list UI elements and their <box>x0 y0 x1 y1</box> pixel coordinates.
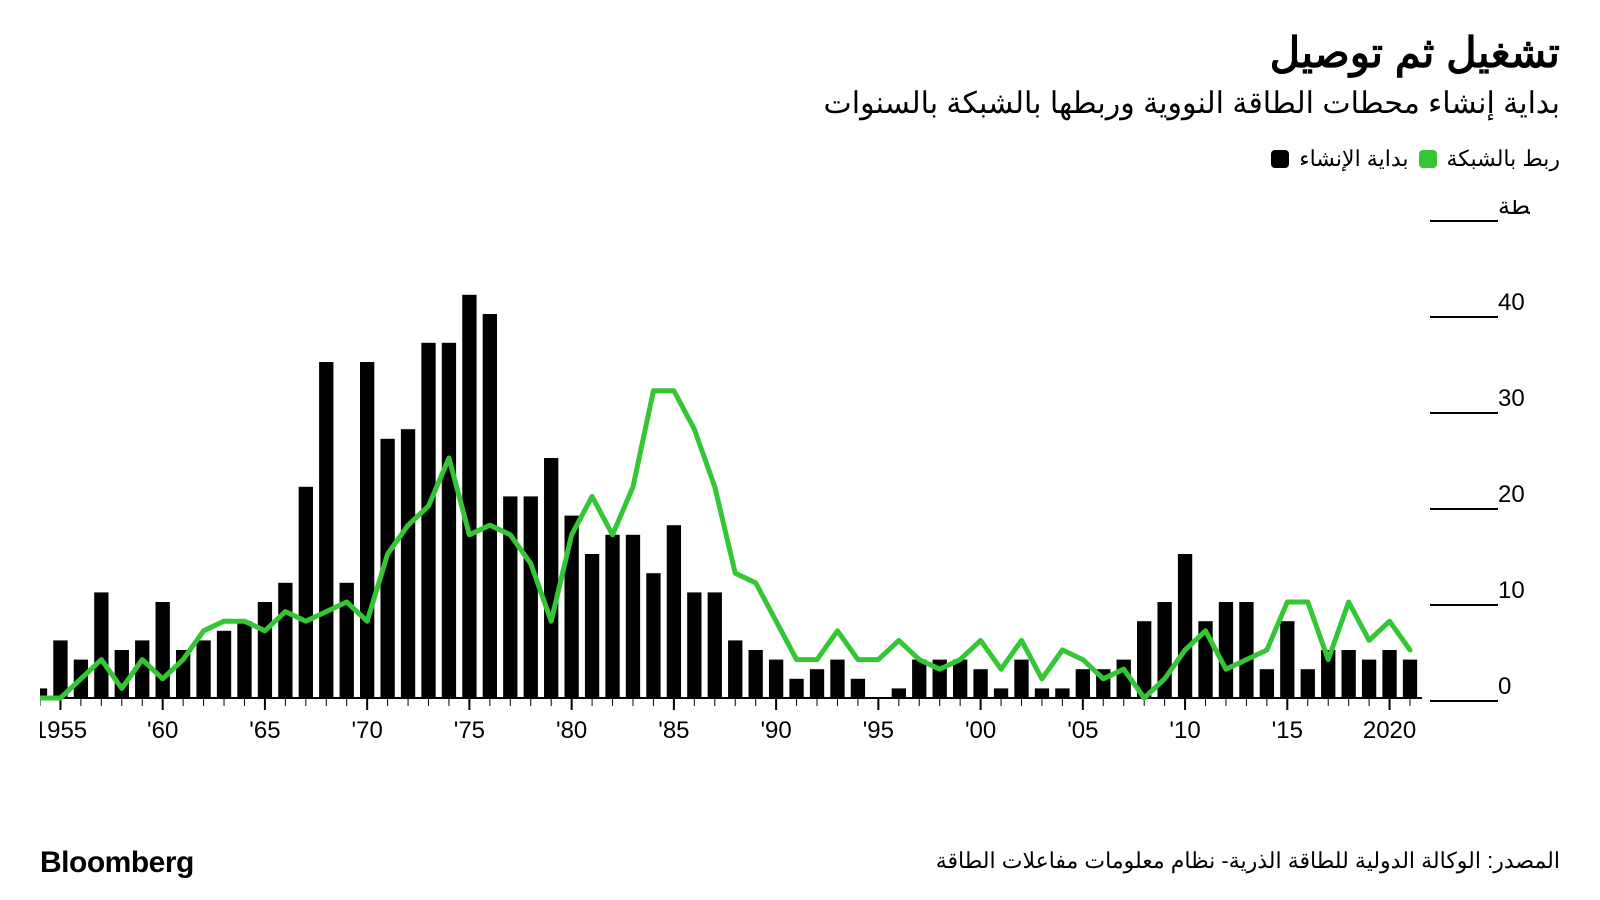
brand-logo: Bloomberg <box>40 846 194 880</box>
bar <box>1382 650 1396 698</box>
bar <box>1301 669 1315 698</box>
bar <box>258 602 272 698</box>
y-tick-label: 40 <box>1498 289 1525 316</box>
bar <box>94 592 108 698</box>
x-tick-label: 1955 <box>40 717 87 744</box>
bar <box>994 688 1008 698</box>
bar <box>299 487 313 698</box>
bar <box>401 429 415 698</box>
x-tick-label: '10 <box>1169 717 1200 744</box>
bar <box>1219 602 1233 698</box>
bar <box>810 669 824 698</box>
bar <box>728 640 742 698</box>
bar <box>360 362 374 698</box>
legend-label-line: ربط بالشبكة <box>1447 146 1560 172</box>
legend-swatch-line <box>1419 150 1437 168</box>
y-tick-label: 0 <box>1498 673 1511 700</box>
bar <box>1362 660 1376 698</box>
x-tick-label: '70 <box>352 717 383 744</box>
y-tick-label: 50 محطة <box>1498 200 1530 220</box>
chart-svg: 0 10 20 30 40 50 محطة 1955 '60 '65 '70 '75 '80 '85 '9… <box>40 200 1530 760</box>
bar <box>237 621 251 698</box>
bar <box>830 660 844 698</box>
legend-item-line: ربط بالشبكة <box>1419 146 1560 172</box>
bar <box>319 362 333 698</box>
chart-subtitle: بداية إنشاء محطات الطاقة النووية وربطها … <box>824 86 1560 121</box>
bar <box>1342 650 1356 698</box>
bar <box>687 592 701 698</box>
bar <box>769 660 783 698</box>
bar <box>1403 660 1417 698</box>
bar <box>1055 688 1069 698</box>
bar <box>912 660 926 698</box>
y-tick-label: 10 <box>1498 577 1525 604</box>
x-tick-label: '00 <box>965 717 996 744</box>
bar <box>544 458 558 698</box>
bar <box>585 554 599 698</box>
bar <box>278 583 292 698</box>
bar <box>524 496 538 698</box>
bar <box>953 660 967 698</box>
bar <box>1035 688 1049 698</box>
x-tick-label: '85 <box>658 717 689 744</box>
x-tick-label: '65 <box>249 717 280 744</box>
source-text: المصدر: الوكالة الدولية للطاقة الذرية- ن… <box>936 848 1560 874</box>
bar <box>851 679 865 698</box>
x-tick-label: '75 <box>454 717 485 744</box>
bar <box>667 525 681 698</box>
bar <box>1260 669 1274 698</box>
bar <box>973 669 987 698</box>
bar <box>421 343 435 698</box>
x-tick-label: '15 <box>1272 717 1303 744</box>
bar <box>483 314 497 698</box>
bar <box>1239 602 1253 698</box>
bar <box>626 535 640 698</box>
x-tick-label: '05 <box>1067 717 1098 744</box>
bar <box>708 592 722 698</box>
bar <box>156 602 170 698</box>
y-tick-label: 20 <box>1498 481 1525 508</box>
bar <box>442 343 456 698</box>
bar <box>892 688 906 698</box>
legend-item-bars: بداية الإنشاء <box>1271 146 1408 172</box>
bar <box>196 640 210 698</box>
bar <box>1280 621 1294 698</box>
y-tick-label: 30 <box>1498 385 1525 412</box>
bar <box>605 535 619 698</box>
x-tick-label: '95 <box>863 717 894 744</box>
bar <box>1178 554 1192 698</box>
chart-area: 0 10 20 30 40 50 محطة 1955 '60 '65 '70 '75 '80 '85 '9… <box>40 200 1530 760</box>
bar <box>646 573 660 698</box>
bar <box>503 496 517 698</box>
bar <box>1076 669 1090 698</box>
bar <box>53 640 67 698</box>
x-tick-label: '90 <box>760 717 791 744</box>
bar <box>217 631 231 698</box>
legend: بداية الإنشاء ربط بالشبكة <box>1271 146 1560 172</box>
chart-title: تشغيل ثم توصيل <box>1270 28 1560 77</box>
bar <box>1014 660 1028 698</box>
bar <box>789 679 803 698</box>
legend-label-bars: بداية الإنشاء <box>1299 146 1408 172</box>
bar <box>1137 621 1151 698</box>
bar <box>462 295 476 698</box>
bar <box>749 650 763 698</box>
x-tick-label: 2020 <box>1363 717 1416 744</box>
legend-swatch-bars <box>1271 150 1289 168</box>
x-tick-label: '60 <box>147 717 178 744</box>
x-tick-label: '80 <box>556 717 587 744</box>
